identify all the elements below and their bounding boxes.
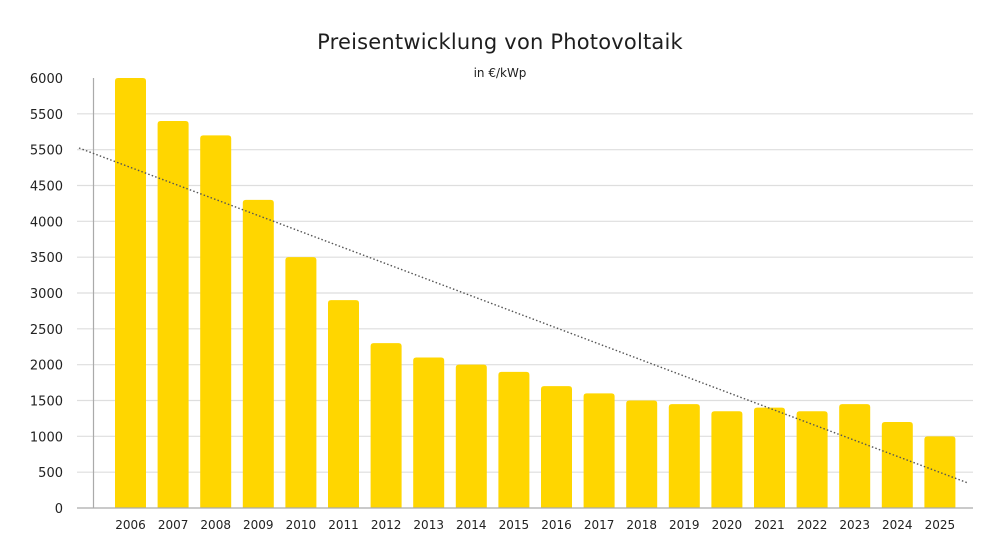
- bar-2019: [668, 404, 700, 508]
- x-tick-label: 2021: [754, 518, 785, 532]
- x-tick-label: 2008: [200, 518, 231, 532]
- trend-line: [78, 147, 969, 484]
- x-tick-label: 2023: [839, 518, 870, 532]
- chart-subtitle: in €/kWp: [473, 66, 527, 80]
- y-tick-label: 6000: [30, 72, 63, 87]
- x-tick-label: 2012: [371, 518, 402, 532]
- x-tick-label: 2017: [584, 518, 615, 532]
- x-tick-label: 2007: [158, 518, 189, 532]
- bar-2014: [455, 364, 487, 508]
- y-tick-label: 2000: [30, 359, 63, 374]
- y-tick-label: 3500: [30, 251, 63, 266]
- y-tick-label: 500: [38, 466, 63, 481]
- y-tick-label: 2500: [30, 323, 63, 338]
- x-tick-label: 2025: [925, 518, 956, 532]
- x-tick-label: 2013: [413, 518, 444, 532]
- bar-2022: [796, 411, 828, 508]
- y-tick-label: 0: [55, 502, 63, 517]
- bar-2009: [242, 199, 274, 509]
- bar-2012: [370, 343, 402, 508]
- bar-2023: [839, 404, 871, 508]
- x-tick-label: 2011: [328, 518, 359, 532]
- x-tick-label: 2018: [626, 518, 657, 532]
- bar-series: [115, 78, 956, 509]
- bar-2013: [413, 357, 445, 508]
- bar-2025: [924, 436, 956, 508]
- y-tick-label: 1000: [30, 430, 63, 445]
- bar-2007: [157, 121, 189, 508]
- chart-title: Preisentwicklung von Photovoltaik: [317, 30, 683, 54]
- x-tick-label: 2022: [797, 518, 828, 532]
- x-tick-label: 2010: [286, 518, 317, 532]
- y-tick-label: 5500: [30, 108, 63, 123]
- x-tick-label: 2015: [499, 518, 530, 532]
- x-tick-label: 2020: [712, 518, 743, 532]
- bar-2024: [881, 422, 913, 508]
- y-tick-label: 1500: [30, 395, 63, 410]
- x-tick-label: 2006: [115, 518, 146, 532]
- bar-2011: [328, 300, 359, 508]
- bar-2008: [200, 135, 232, 509]
- x-tick-label: 2014: [456, 518, 487, 532]
- bar-2017: [583, 393, 615, 508]
- bar-2010: [285, 257, 317, 508]
- y-tick-label: 4500: [30, 180, 63, 195]
- x-tick-label: 2024: [882, 518, 913, 532]
- x-tick-label: 2016: [541, 518, 572, 532]
- bar-2018: [626, 400, 658, 508]
- y-tick-label: 3000: [30, 287, 63, 302]
- y-axis-tick-labels: 0 500 1000 1500 2000 2500 3000 3500 4000 4500 5500…: [30, 72, 63, 517]
- y-tick-label: 4000: [30, 215, 63, 230]
- x-tick-label: 2019: [669, 518, 700, 532]
- bar-2006: [115, 78, 146, 508]
- bar-2020: [711, 411, 743, 508]
- x-axis-tick-labels: 2006 2007 2008 2009 2010 2011 2012 2013 2014 2015…: [115, 518, 955, 532]
- bar-2015: [498, 371, 530, 508]
- bar-2016: [541, 386, 572, 508]
- y-tick-label: 5500: [30, 144, 63, 159]
- x-tick-label: 2009: [243, 518, 274, 532]
- bar-2021: [754, 407, 785, 508]
